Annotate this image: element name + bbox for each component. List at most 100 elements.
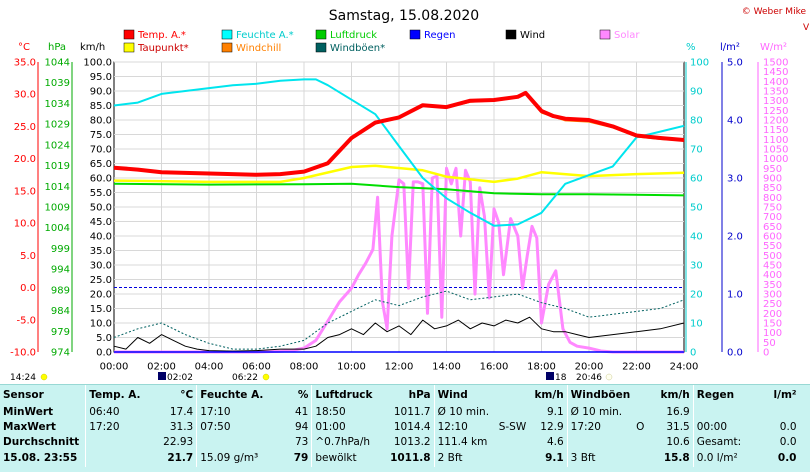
rain-value	[757, 404, 800, 419]
x-tick-label: 02:00	[147, 362, 176, 373]
x-tick-label: 14:00	[432, 362, 461, 373]
rain-tick-label: 1.0	[727, 290, 743, 301]
solar-tick-label: 1150	[763, 125, 788, 136]
grid	[114, 61, 684, 352]
header-wind: Wind	[437, 388, 468, 401]
header-hum: Feuchte A.	[200, 388, 264, 401]
pressure-tick-label: 1034	[45, 99, 70, 110]
temp-tick-label: 25.0	[14, 122, 36, 133]
header-temp: Temp. A.	[89, 388, 141, 401]
solar-tick-label: 500	[763, 251, 782, 262]
legend-swatch	[599, 29, 611, 40]
stats-row-min: MinWert 06:40 17.4 17:10 41 18:50 1011.7…	[0, 404, 800, 419]
humidity-tick-label: 90	[690, 87, 703, 98]
x-tick-label: 18:00	[527, 362, 556, 373]
temp-tick-label: 30.0	[14, 90, 36, 101]
wind-a: Ø 10 min.	[437, 405, 490, 418]
x-tick-label: 20:00	[575, 362, 604, 373]
speed-tick-label: 100.0	[83, 58, 112, 69]
pressure-tick-label: 1039	[45, 78, 70, 89]
wind-b: S-SW	[498, 420, 527, 433]
temp-time: 06:40	[89, 405, 120, 418]
temp-value: 17.4	[152, 404, 198, 419]
hum-time	[197, 434, 272, 449]
solar-tick-label: 300	[763, 290, 782, 301]
temp-unit-label: °C	[18, 42, 30, 53]
wind-b	[496, 404, 530, 419]
solar-tick-label: 450	[763, 261, 782, 272]
solar-unit-label: W/m²	[760, 42, 787, 53]
gust-b	[633, 404, 652, 419]
wind-b	[496, 434, 530, 449]
temp-tick-label: 35.0	[14, 58, 36, 69]
speed-tick-label: 35.0	[90, 246, 112, 257]
hum-value: 73	[271, 434, 313, 449]
solar-tick-label: 1250	[763, 106, 788, 117]
copyright-text: © Weber Mike	[742, 7, 807, 17]
speed-tick-label: 15.0	[90, 304, 112, 315]
solar-tick-label: 900	[763, 174, 782, 185]
humidity-tick-label: 100	[690, 58, 709, 69]
solar-tick-label: 0	[763, 348, 769, 359]
header-pres: Luftdruck	[315, 388, 373, 401]
legend-label: Temp. A.*	[137, 30, 186, 41]
wind-a: 12:10	[437, 420, 468, 433]
series-wind	[113, 316, 685, 352]
legend-label: Windchill	[236, 43, 281, 54]
rain-tick-label: 4.0	[727, 116, 743, 127]
solar-tick-label: 1500	[763, 58, 788, 69]
pressure-tick-label: 1009	[45, 203, 70, 214]
speed-tick-label: 85.0	[90, 101, 112, 112]
legend-swatch	[221, 42, 233, 53]
solar-tick-label: 1050	[763, 145, 788, 156]
wind-a: 2 Bft	[437, 452, 463, 464]
stats-header-row: Sensor Temp. A. °C Feuchte A. % Luftdruc…	[0, 385, 800, 404]
solar-tick-label: 600	[763, 232, 782, 243]
pressure-unit-label: hPa	[48, 42, 66, 53]
legend: Temp. A.* Feuchte A.* Luftdruck Regen Wind So…	[123, 29, 640, 54]
temp-time: 17:20	[89, 420, 120, 433]
legend-swatch	[409, 29, 421, 40]
solar-tick-label: 800	[763, 193, 782, 204]
solar-tick-label: 750	[763, 203, 782, 214]
series-taupunkt	[113, 164, 685, 184]
series-windb-en	[113, 290, 685, 350]
temp-tick-label: -5.0	[16, 315, 36, 326]
solar-tick-label: 1350	[763, 87, 788, 98]
temp-value: 31.3	[152, 419, 198, 434]
solar-tick-label: 1450	[763, 67, 788, 78]
gust-value: 16.9	[652, 404, 694, 419]
gust-b	[633, 434, 652, 449]
legend-swatch	[221, 29, 233, 40]
solar-tick-label: 650	[763, 222, 782, 233]
rain-a: 00:00	[696, 420, 727, 433]
speed-tick-label: 60.0	[90, 174, 112, 185]
x-tick-label: 10:00	[337, 362, 366, 373]
solar-tick-label: 1100	[763, 135, 788, 146]
rain-a	[693, 404, 756, 419]
legend-label: Taupunkt*	[137, 43, 189, 54]
rain-value: 0.0	[779, 435, 797, 448]
x-tick-label: 04:00	[195, 362, 224, 373]
wind-value: 9.1	[529, 404, 568, 419]
humidity-tick-label: 10	[690, 319, 703, 330]
humidity-tick-label: 0	[690, 348, 696, 359]
wind-b	[496, 449, 530, 467]
legend-label: Windböen*	[330, 43, 385, 54]
pressure-tick-label: 1019	[45, 161, 70, 172]
moon-time-label: 02:02	[167, 373, 193, 383]
series-luftdruck	[113, 182, 685, 197]
solar-tick-label: 250	[763, 299, 782, 310]
pressure-tick-label: 984	[51, 306, 70, 317]
pres-value: 1011.8	[384, 449, 435, 467]
speed-tick-label: 75.0	[90, 130, 112, 141]
wind-a: 111.4 km	[437, 435, 488, 448]
pres-value: 1014.4	[384, 419, 435, 434]
temp-value: 22.93	[152, 434, 198, 449]
speed-tick-label: 80.0	[90, 116, 112, 127]
rain-tick-label: 0.0	[727, 348, 743, 359]
moon-icon	[158, 372, 166, 380]
x-tick-label: 22:00	[622, 362, 651, 373]
pressure-tick-label: 1004	[45, 223, 70, 234]
legend-swatch	[315, 29, 327, 40]
